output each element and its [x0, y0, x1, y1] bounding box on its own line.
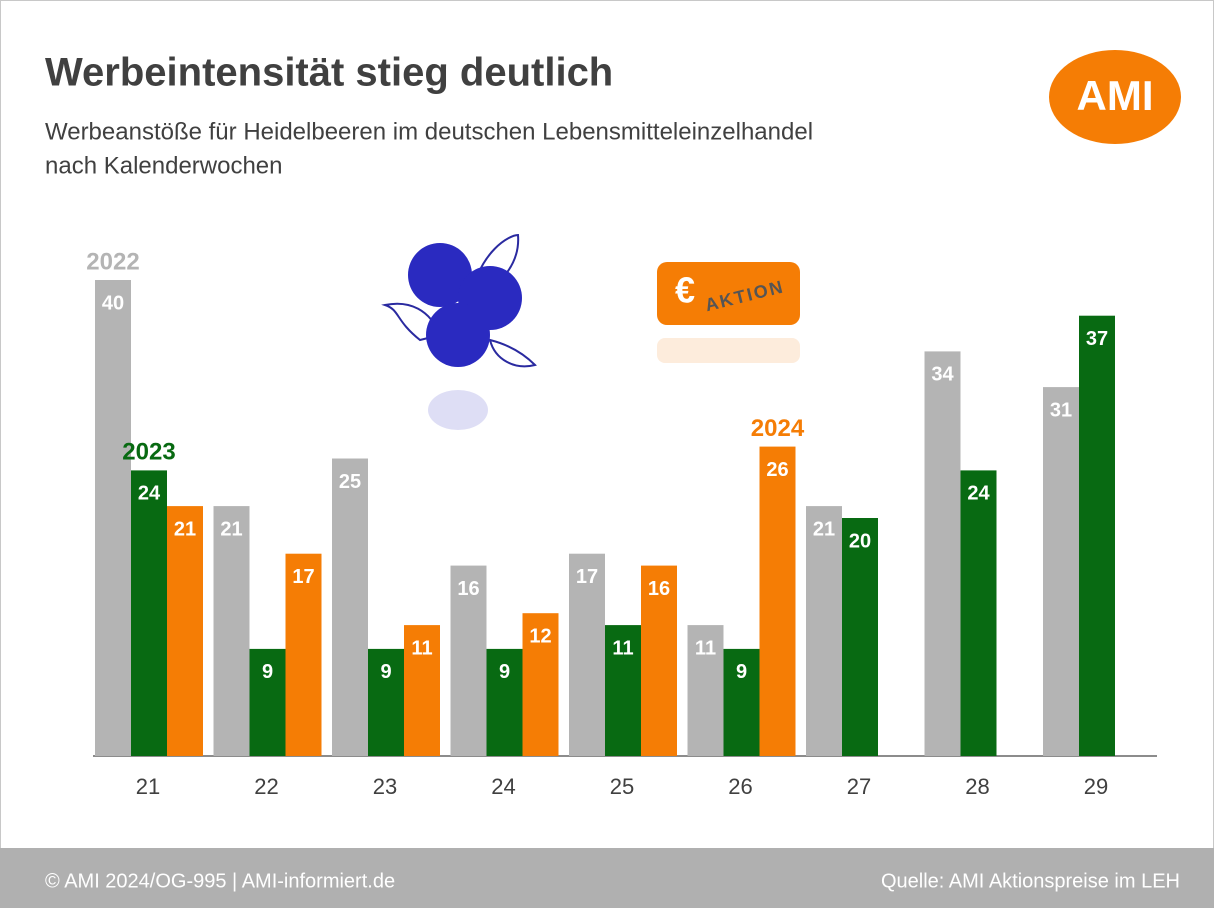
- x-tick-label: 25: [610, 774, 634, 799]
- x-tick-label: 21: [136, 774, 160, 799]
- value-label: 11: [695, 637, 716, 659]
- bar: [95, 280, 131, 756]
- value-label: 21: [220, 518, 242, 540]
- footer-left: © AMI 2024/OG-995 | AMI-informiert.de: [45, 870, 395, 892]
- value-label: 31: [1050, 399, 1072, 421]
- value-label: 16: [457, 578, 479, 600]
- badge-symbol: €: [675, 270, 695, 311]
- bar: [332, 459, 368, 757]
- x-tick-label: 29: [1084, 774, 1108, 799]
- value-label: 37: [1086, 328, 1108, 350]
- value-label: 9: [736, 661, 747, 683]
- x-tick-label: 27: [847, 774, 871, 799]
- series-label: 2024: [751, 415, 805, 442]
- series-label: 2023: [122, 439, 175, 466]
- x-tick-label: 26: [728, 774, 752, 799]
- chart-subtitle: nach Kalenderwochen: [45, 152, 283, 179]
- bar: [1043, 387, 1079, 756]
- berry: [426, 303, 490, 367]
- value-label: 24: [138, 483, 161, 505]
- value-label: 11: [411, 637, 432, 659]
- bar: [1079, 316, 1115, 756]
- bar: [806, 506, 842, 756]
- bar: [925, 351, 961, 756]
- chart-title: Werbeintensität stieg deutlich: [45, 51, 613, 95]
- value-label: 20: [849, 530, 871, 552]
- bar: [961, 470, 997, 756]
- value-label: 34: [931, 364, 954, 386]
- value-label: 24: [967, 483, 990, 505]
- value-label: 26: [766, 459, 788, 481]
- bar: [214, 506, 250, 756]
- footer-right: Quelle: AMI Aktionspreise im LEH: [881, 870, 1180, 892]
- value-label: 9: [499, 661, 510, 683]
- reflection: [657, 338, 800, 363]
- value-label: 25: [339, 471, 361, 493]
- chart: Werbeintensität stieg deutlich Werbeanst…: [0, 0, 1214, 908]
- x-tick-label: 23: [373, 774, 397, 799]
- value-label: 17: [576, 566, 598, 588]
- value-label: 9: [380, 661, 391, 683]
- value-label: 21: [174, 518, 196, 540]
- bar: [167, 506, 203, 756]
- series-label: 2022: [86, 248, 139, 275]
- logo-text: AMI: [1077, 72, 1154, 119]
- x-tick-label: 24: [491, 774, 515, 799]
- x-tick-label: 22: [254, 774, 278, 799]
- value-label: 17: [292, 566, 314, 588]
- value-label: 40: [102, 292, 124, 314]
- value-label: 11: [612, 637, 633, 659]
- bar: [131, 470, 167, 756]
- reflection: [428, 390, 488, 430]
- x-tick-label: 28: [965, 774, 989, 799]
- value-label: 12: [529, 625, 551, 647]
- bar: [760, 447, 796, 756]
- logo: AMI: [1049, 50, 1181, 144]
- badge: € AKTION: [657, 262, 800, 363]
- bar: [842, 518, 878, 756]
- chart-subtitle: Werbeanstöße für Heidelbeeren im deutsch…: [45, 118, 813, 145]
- value-label: 16: [648, 578, 670, 600]
- value-label: 9: [262, 661, 273, 683]
- value-label: 21: [813, 518, 835, 540]
